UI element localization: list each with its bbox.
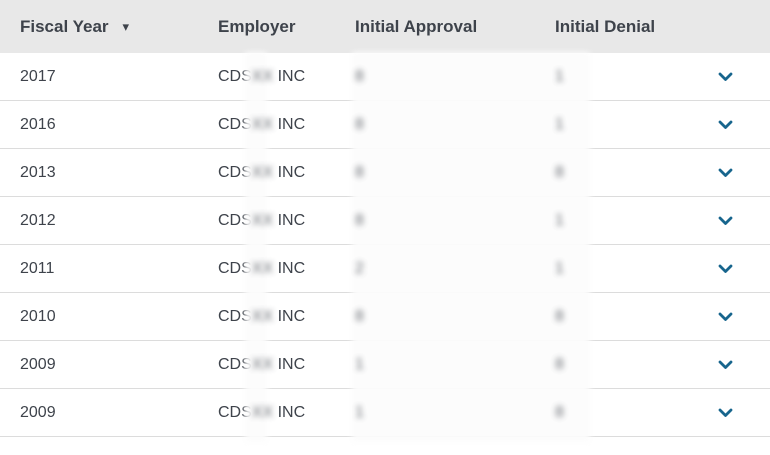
initial-denial-cell: 8 [555,404,700,422]
employer-redacted-text: XX [251,403,274,421]
fiscal-year-cell: 2009 [20,355,56,373]
employer-cell: CDSXX INC [218,307,306,325]
initial-denial-cell: 8 [555,356,700,374]
column-header-initial-denial: Initial Denial [555,17,700,37]
expand-row-button[interactable] [718,216,770,226]
table-row: 2009 CDSXX INC 1 8 [0,389,770,437]
expand-row-button[interactable] [718,72,770,82]
sort-descending-icon[interactable]: ▾ [122,19,130,34]
fiscal-year-cell: 2010 [20,307,56,325]
employer-cell: CDSXX INC [218,67,306,85]
table-row: 2017 CDSXX INC 8 1 [0,53,770,101]
table-row: 2011 CDSXX INC 2 1 [0,245,770,293]
initial-approval-redacted-value: 8 [355,67,364,85]
initial-approval-redacted-value: 8 [355,115,364,133]
fiscal-year-cell: 2017 [20,67,56,85]
initial-denial-redacted-value: 8 [555,307,564,325]
expand-row-button[interactable] [718,264,770,274]
fiscal-year-header-label: Fiscal Year [20,16,109,36]
chevron-down-icon [718,312,733,322]
table-row: 2016 CDSXX INC 8 1 [0,101,770,149]
chevron-down-icon [718,264,733,274]
employer-header-label: Employer [218,16,296,36]
chevron-down-icon [718,360,733,370]
expand-row-button[interactable] [718,312,770,322]
initial-denial-redacted-value: 8 [555,403,564,421]
chevron-down-icon [718,408,733,418]
initial-approval-cell: 8 [355,212,555,230]
chevron-down-icon [718,72,733,82]
initial-denial-redacted-value: 1 [555,115,564,133]
expand-row-button[interactable] [718,120,770,130]
initial-approval-cell: 8 [355,116,555,134]
initial-approval-cell: 1 [355,356,555,374]
fiscal-year-cell: 2011 [20,259,55,277]
column-header-fiscal-year[interactable]: Fiscal Year ▾ [20,17,218,37]
expand-row-button[interactable] [718,408,770,418]
employer-redacted-text: XX [251,67,274,85]
column-header-employer: Employer [218,17,355,37]
initial-denial-header-label: Initial Denial [555,16,656,36]
initial-denial-cell: 1 [555,260,700,278]
expand-row-button[interactable] [718,168,770,178]
initial-denial-cell: 1 [555,116,700,134]
initial-approval-redacted-value: 8 [355,211,364,229]
initial-approval-cell: 2 [355,260,555,278]
initial-denial-redacted-value: 1 [555,67,564,85]
fiscal-year-cell: 2016 [20,115,56,133]
table-row: 2013 CDSXX INC 8 8 [0,149,770,197]
employer-redacted-text: XX [251,259,274,277]
fiscal-year-cell: 2013 [20,163,56,181]
employer-redacted-text: XX [251,307,274,325]
employer-redacted-text: XX [251,163,274,181]
initial-approval-redacted-value: 2 [355,259,364,277]
table-header-row: Fiscal Year ▾ Employer Initial Approval … [0,0,770,53]
employer-redacted-text: XX [251,115,274,133]
initial-denial-redacted-value: 8 [555,355,564,373]
table-row: 2010 CDSXX INC 8 8 [0,293,770,341]
initial-approval-cell: 8 [355,308,555,326]
initial-approval-redacted-value: 1 [355,403,364,421]
initial-denial-cell: 8 [555,308,700,326]
initial-approval-redacted-value: 1 [355,355,364,373]
initial-approval-cell: 8 [355,164,555,182]
employer-data-table: Fiscal Year ▾ Employer Initial Approval … [0,0,770,437]
fiscal-year-cell: 2012 [20,211,56,229]
employer-cell: CDSXX INC [218,115,306,133]
chevron-down-icon [718,120,733,130]
employer-cell: CDSXX INC [218,163,306,181]
initial-approval-redacted-value: 8 [355,163,364,181]
chevron-down-icon [718,216,733,226]
employer-cell: CDSXX INC [218,259,306,277]
column-header-initial-approval: Initial Approval [355,17,555,37]
employer-cell: CDSXX INC [218,403,306,421]
initial-denial-cell: 1 [555,68,700,86]
initial-denial-cell: 1 [555,212,700,230]
employer-cell: CDSXX INC [218,211,306,229]
employer-redacted-text: XX [251,355,274,373]
table-body: 2017 CDSXX INC 8 1 2016 CDSXX INC 8 1 20… [0,53,770,437]
expand-row-button[interactable] [718,360,770,370]
initial-approval-cell: 8 [355,68,555,86]
table-row: 2012 CDSXX INC 8 1 [0,197,770,245]
employer-cell: CDSXX INC [218,355,306,373]
initial-approval-header-label: Initial Approval [355,16,478,36]
table-row: 2009 CDSXX INC 1 8 [0,341,770,389]
initial-approval-redacted-value: 8 [355,307,364,325]
fiscal-year-cell: 2009 [20,403,56,421]
chevron-down-icon [718,168,733,178]
employer-redacted-text: XX [251,211,274,229]
initial-denial-redacted-value: 1 [555,211,564,229]
initial-denial-cell: 8 [555,164,700,182]
initial-approval-cell: 1 [355,404,555,422]
initial-denial-redacted-value: 1 [555,259,564,277]
initial-denial-redacted-value: 8 [555,163,564,181]
